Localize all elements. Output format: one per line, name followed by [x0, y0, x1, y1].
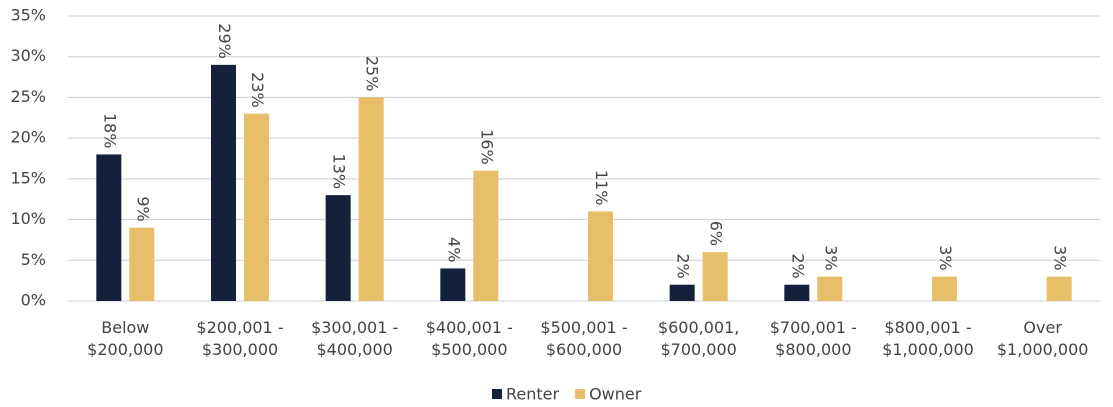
value-label: 11% — [592, 170, 611, 206]
x-tick-label: $200,001 -$300,000 — [196, 318, 283, 359]
y-tick-label: 10% — [10, 209, 46, 228]
bar — [588, 211, 613, 301]
value-label: 3% — [1051, 245, 1070, 270]
bar — [244, 113, 269, 301]
value-label: 2% — [788, 253, 807, 278]
x-tick-label: $500,001 -$600,000 — [540, 318, 627, 359]
x-tick-label: Below $200,000 — [87, 318, 163, 359]
bar — [817, 276, 843, 301]
bar — [702, 252, 728, 301]
bar — [211, 64, 236, 301]
bar — [1046, 276, 1072, 301]
legend-label: Renter — [506, 385, 560, 404]
bar — [784, 284, 810, 301]
bar — [129, 227, 155, 301]
value-label: 4% — [444, 237, 463, 262]
bar — [932, 276, 957, 301]
y-tick-label: 35% — [10, 6, 46, 25]
value-label: 25% — [363, 56, 382, 92]
x-tick-label: $300,001 -$400,000 — [311, 318, 398, 359]
bar — [96, 154, 122, 301]
y-tick-label: 30% — [10, 46, 46, 65]
bar — [669, 284, 695, 301]
value-label: 29% — [215, 23, 234, 59]
value-label: 2% — [674, 253, 693, 278]
bar — [473, 170, 499, 301]
value-label: 3% — [821, 245, 840, 270]
y-tick-label: 0% — [21, 291, 46, 310]
value-label: 16% — [477, 129, 496, 165]
x-tick-label: $400,001 -$500,000 — [426, 318, 513, 359]
y-tick-label: 20% — [10, 128, 46, 147]
x-tick-label: $700,001 -$800,000 — [770, 318, 857, 359]
legend-swatch — [575, 389, 586, 399]
bar — [325, 195, 351, 301]
legend-label: Owner — [589, 385, 642, 404]
legend-swatch — [492, 389, 502, 399]
bar — [358, 97, 384, 301]
value-label: 6% — [707, 221, 726, 246]
x-tick-label: $600,001, $700,000 — [658, 318, 739, 359]
value-label: 18% — [100, 113, 119, 149]
value-label: 3% — [936, 245, 955, 270]
value-label: 9% — [133, 196, 152, 221]
value-label: 13% — [330, 154, 349, 190]
y-tick-label: 25% — [10, 87, 46, 106]
y-tick-label: 5% — [21, 250, 46, 269]
x-tick-label: $800,001 -$1,000,000 — [882, 318, 974, 359]
value-label: 23% — [248, 72, 267, 108]
x-tick-label: Over $1,000,000 — [997, 318, 1089, 359]
bar — [440, 268, 466, 301]
y-tick-label: 15% — [10, 168, 46, 187]
